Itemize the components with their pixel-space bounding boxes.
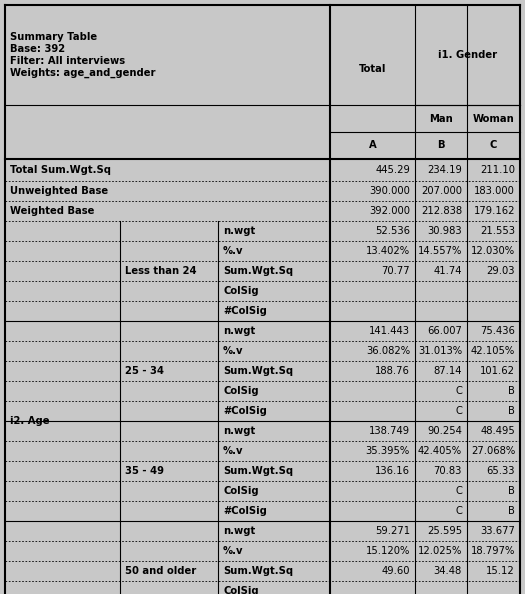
Text: C: C — [455, 406, 462, 416]
Text: 42.105%: 42.105% — [471, 346, 515, 356]
Text: #ColSig: #ColSig — [223, 306, 267, 316]
Text: 34.48: 34.48 — [434, 566, 462, 576]
Text: 30.983: 30.983 — [427, 226, 462, 236]
Text: %.v: %.v — [223, 446, 244, 456]
Text: B: B — [508, 506, 515, 516]
Text: ColSig: ColSig — [223, 286, 259, 296]
Text: 25.595: 25.595 — [427, 526, 462, 536]
Text: Sum.Wgt.Sq: Sum.Wgt.Sq — [223, 566, 293, 576]
Text: 211.10: 211.10 — [480, 165, 515, 175]
Text: #ColSig: #ColSig — [223, 406, 267, 416]
Text: Total Sum.Wgt.Sq: Total Sum.Wgt.Sq — [10, 165, 111, 175]
Text: Less than 24: Less than 24 — [125, 266, 197, 276]
Text: 75.436: 75.436 — [480, 326, 515, 336]
Text: 52.536: 52.536 — [375, 226, 410, 236]
Text: A: A — [369, 141, 376, 150]
Text: 183.000: 183.000 — [474, 186, 515, 196]
Text: 13.402%: 13.402% — [366, 246, 410, 256]
Text: C: C — [455, 506, 462, 516]
Text: 29.03: 29.03 — [487, 266, 515, 276]
Text: 41.74: 41.74 — [434, 266, 462, 276]
Text: 59.271: 59.271 — [375, 526, 410, 536]
Text: Sum.Wgt.Sq: Sum.Wgt.Sq — [223, 466, 293, 476]
Text: 31.013%: 31.013% — [418, 346, 462, 356]
Text: Man: Man — [429, 113, 453, 124]
Text: n.wgt: n.wgt — [223, 326, 255, 336]
Text: Summary Table
Base: 392
Filter: All interviews
Weights: age_and_gender: Summary Table Base: 392 Filter: All inte… — [10, 33, 155, 78]
Text: ColSig: ColSig — [223, 486, 259, 496]
Text: 101.62: 101.62 — [480, 366, 515, 376]
Text: i1. Gender: i1. Gender — [438, 50, 497, 60]
Text: Sum.Wgt.Sq: Sum.Wgt.Sq — [223, 266, 293, 276]
Text: %.v: %.v — [223, 246, 244, 256]
Text: ColSig: ColSig — [223, 586, 259, 594]
Text: C: C — [455, 486, 462, 496]
Text: B: B — [508, 406, 515, 416]
Text: 212.838: 212.838 — [421, 206, 462, 216]
Text: 138.749: 138.749 — [369, 426, 410, 436]
Text: Sum.Wgt.Sq: Sum.Wgt.Sq — [223, 366, 293, 376]
Text: Weighted Base: Weighted Base — [10, 206, 94, 216]
Text: B: B — [508, 486, 515, 496]
Text: 445.29: 445.29 — [375, 165, 410, 175]
Text: 392.000: 392.000 — [369, 206, 410, 216]
Text: 27.068%: 27.068% — [471, 446, 515, 456]
Text: 18.797%: 18.797% — [470, 546, 515, 556]
Text: 70.83: 70.83 — [434, 466, 462, 476]
Text: 234.19: 234.19 — [427, 165, 462, 175]
Text: 179.162: 179.162 — [474, 206, 515, 216]
Text: n.wgt: n.wgt — [223, 226, 255, 236]
Text: 66.007: 66.007 — [427, 326, 462, 336]
Text: 49.60: 49.60 — [382, 566, 410, 576]
Text: B: B — [508, 386, 515, 396]
Text: 188.76: 188.76 — [375, 366, 410, 376]
Text: 15.120%: 15.120% — [365, 546, 410, 556]
Text: C: C — [455, 386, 462, 396]
Text: n.wgt: n.wgt — [223, 526, 255, 536]
Text: 90.254: 90.254 — [427, 426, 462, 436]
Text: 48.495: 48.495 — [480, 426, 515, 436]
Text: 42.405%: 42.405% — [418, 446, 462, 456]
Text: Unweighted Base: Unweighted Base — [10, 186, 108, 196]
Text: 136.16: 136.16 — [375, 466, 410, 476]
Text: 50 and older: 50 and older — [125, 566, 196, 576]
Text: ColSig: ColSig — [223, 386, 259, 396]
Text: %.v: %.v — [223, 346, 244, 356]
Text: 15.12: 15.12 — [486, 566, 515, 576]
Text: 70.77: 70.77 — [381, 266, 410, 276]
Text: 12.030%: 12.030% — [471, 246, 515, 256]
Text: B: B — [437, 141, 445, 150]
Text: 207.000: 207.000 — [421, 186, 462, 196]
Text: C: C — [490, 141, 497, 150]
Text: 12.025%: 12.025% — [417, 546, 462, 556]
Text: i2. Age: i2. Age — [10, 416, 49, 426]
Text: 390.000: 390.000 — [369, 186, 410, 196]
Text: 35 - 49: 35 - 49 — [125, 466, 164, 476]
Text: n.wgt: n.wgt — [223, 426, 255, 436]
Text: 35.395%: 35.395% — [366, 446, 410, 456]
Text: 33.677: 33.677 — [480, 526, 515, 536]
Text: 141.443: 141.443 — [369, 326, 410, 336]
Text: 36.082%: 36.082% — [366, 346, 410, 356]
Text: 87.14: 87.14 — [434, 366, 462, 376]
Text: Total: Total — [359, 64, 386, 74]
Text: Woman: Woman — [472, 113, 514, 124]
Text: 21.553: 21.553 — [480, 226, 515, 236]
Text: 65.33: 65.33 — [487, 466, 515, 476]
Text: 25 - 34: 25 - 34 — [125, 366, 164, 376]
Text: #ColSig: #ColSig — [223, 506, 267, 516]
Text: 14.557%: 14.557% — [417, 246, 462, 256]
Text: %.v: %.v — [223, 546, 244, 556]
